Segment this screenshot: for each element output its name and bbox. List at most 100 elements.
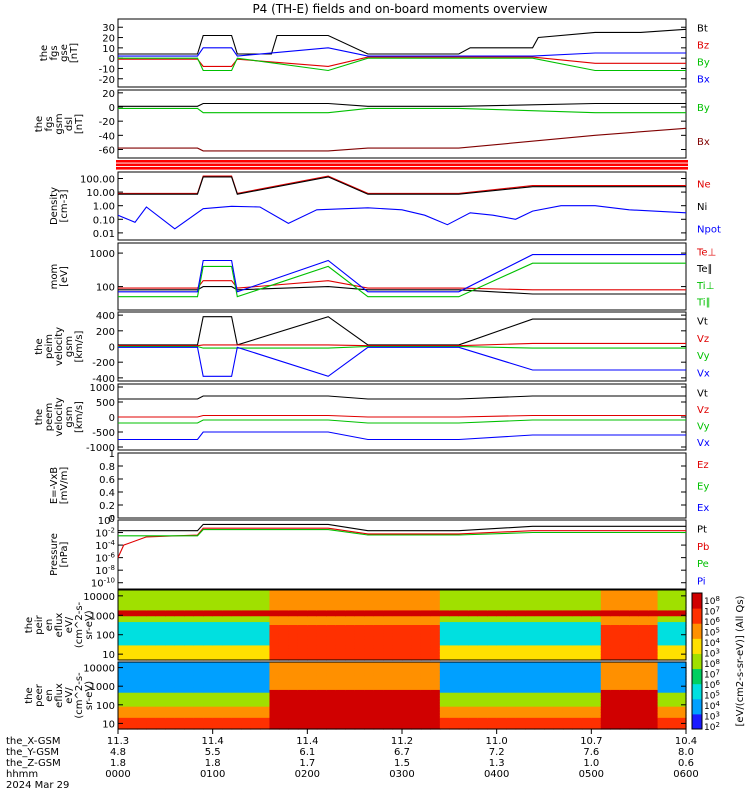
heatmap-cell [212, 630, 223, 635]
heatmap-cell [515, 701, 526, 705]
heatmap-cell [307, 625, 318, 629]
heatmap-cell [193, 598, 204, 603]
heatmap-cell [667, 715, 678, 719]
heatmap-cell [203, 654, 214, 658]
series-line [118, 262, 686, 298]
heatmap-cell [212, 625, 223, 629]
heatmap-cell [420, 604, 431, 609]
heatmap-cell [648, 657, 659, 661]
heatmap-cell [316, 654, 327, 658]
heatmap-cell [307, 630, 318, 635]
heatmap-cell [420, 717, 431, 722]
heatmap-cell [487, 607, 498, 612]
heatmap-cell [458, 678, 469, 683]
heatmap-cell [572, 625, 583, 629]
heatmap-cell [222, 715, 233, 719]
heatmap-cell [610, 619, 621, 623]
heatmap-cell [619, 654, 630, 658]
heatmap-cell [335, 590, 346, 594]
heatmap-cell [165, 717, 176, 722]
heatmap-cell [118, 689, 129, 694]
heatmap-cell [572, 720, 583, 725]
heatmap-cell [676, 712, 687, 716]
heatmap-cell [184, 662, 195, 666]
heatmap-cell [146, 619, 157, 623]
heatmap-cell [648, 703, 659, 708]
heatmap-cell [345, 651, 356, 655]
heatmap-cell [127, 720, 138, 725]
heatmap-cell [449, 684, 460, 688]
heatmap-cell [676, 678, 687, 683]
heatmap-cell [260, 601, 271, 606]
heatmap-cell [648, 681, 659, 685]
heatmap-cell [373, 706, 384, 711]
heatmap-cell [193, 681, 204, 685]
heatmap-cell [544, 662, 555, 666]
heatmap-cell [439, 598, 450, 603]
heatmap-cell [496, 590, 507, 594]
heatmap-cell [449, 712, 460, 716]
heatmap-cell [316, 613, 327, 617]
heatmap-cell [411, 662, 422, 666]
panel-3 [116, 160, 688, 170]
heatmap-cell [439, 651, 450, 655]
heatmap-cell [449, 678, 460, 683]
heatmap-cell [222, 706, 233, 711]
axis-row-value: 1.7 [299, 758, 315, 769]
heatmap-cell [487, 654, 498, 658]
y-tick-label: 10-8 [95, 564, 115, 577]
heatmap-cell [288, 604, 299, 609]
heatmap-cell [402, 598, 413, 603]
heatmap-cell [610, 616, 621, 620]
heatmap-cell [335, 604, 346, 609]
heatmap-cell [667, 592, 678, 597]
heatmap-cell [468, 595, 479, 600]
heatmap-cell [146, 715, 157, 719]
heatmap-cell [241, 613, 252, 617]
heatmap-cell [562, 610, 573, 614]
heatmap-cell [629, 622, 640, 626]
heatmap-cell [525, 639, 536, 644]
heatmap-cell [562, 664, 573, 669]
heatmap-cell [345, 598, 356, 603]
heatmap-cell [203, 681, 214, 685]
heatmap-cell [335, 625, 346, 629]
heatmap-cell [326, 670, 337, 674]
heatmap-cell [392, 592, 403, 597]
heatmap-cell [335, 654, 346, 658]
heatmap-cell [174, 692, 185, 697]
heatmap-cell [468, 648, 479, 652]
heatmap-cell [354, 639, 365, 644]
axis-row-label: the_X-GSM [6, 736, 60, 747]
heatmap-cell [288, 675, 299, 680]
heatmap-cell [307, 701, 318, 705]
y-axis-label: fgs [44, 116, 55, 131]
heatmap-cell [648, 673, 659, 677]
series-line [117, 527, 686, 558]
heatmap-cell [487, 695, 498, 699]
heatmap-cell [676, 633, 687, 638]
heatmap-cell [326, 627, 337, 632]
heatmap-cell [449, 698, 460, 702]
heatmap-cell [155, 607, 166, 612]
heatmap-cell [610, 687, 621, 691]
heatmap-cell [515, 590, 526, 594]
heatmap-cell [430, 689, 441, 694]
heatmap-cell [354, 684, 365, 688]
heatmap-cell [203, 723, 214, 727]
heatmap-cell [439, 698, 450, 702]
heatmap-cell [468, 692, 479, 697]
heatmap-cell [212, 601, 223, 606]
heatmap-cell [534, 703, 545, 708]
heatmap-cell [231, 695, 242, 699]
heatmap-cell [136, 695, 147, 699]
heatmap-cell [373, 723, 384, 727]
heatmap-cell [383, 715, 394, 719]
heatmap-cell [667, 654, 678, 658]
heatmap-cell [392, 720, 403, 725]
heatmap-cell [146, 639, 157, 644]
heatmap-cell [288, 645, 299, 649]
heatmap-cell [118, 619, 129, 623]
heatmap-cell [610, 610, 621, 614]
